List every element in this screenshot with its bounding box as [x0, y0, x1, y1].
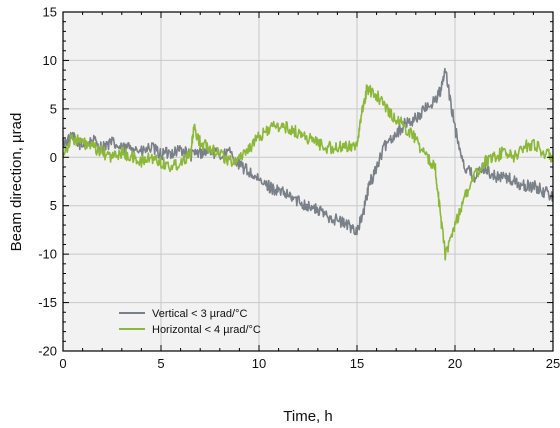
y-tick-label: 0	[50, 150, 57, 165]
y-axis-label: Beam direction, µrad	[8, 113, 25, 252]
y-tick-label: 10	[43, 53, 57, 68]
legend-label: Horizontal < 4 µrad/°C	[152, 324, 261, 336]
y-tick-label: 15	[43, 5, 57, 20]
y-tick-label: 5	[50, 198, 57, 213]
x-tick-label: 5	[157, 356, 164, 371]
ticks: 0 5 10 15 20 25 15 10 5 0 5 -10 -15 -20	[38, 5, 560, 372]
y-tick-label: 5	[50, 101, 57, 116]
series-line-vertical	[62, 67, 554, 236]
plot-background	[63, 12, 553, 351]
y-tick-label: -15	[38, 295, 57, 310]
series-group	[62, 67, 554, 261]
x-tick-label: 25	[546, 356, 560, 371]
y-tick-label: -20	[38, 344, 57, 359]
x-tick-label: 0	[59, 356, 66, 371]
x-tick-label: 20	[448, 356, 462, 371]
x-tick-label: 10	[252, 356, 266, 371]
series-line-horizontal	[62, 84, 554, 261]
plot-frame	[62, 11, 554, 352]
x-axis-label: Time, h	[283, 408, 332, 425]
y-tick-label: -10	[38, 247, 57, 262]
legend: Vertical < 3 µrad/°C Horizontal < 4 µrad/…	[119, 308, 261, 336]
legend-label: Vertical < 3 µrad/°C	[152, 308, 247, 320]
x-tick-label: 15	[350, 356, 364, 371]
